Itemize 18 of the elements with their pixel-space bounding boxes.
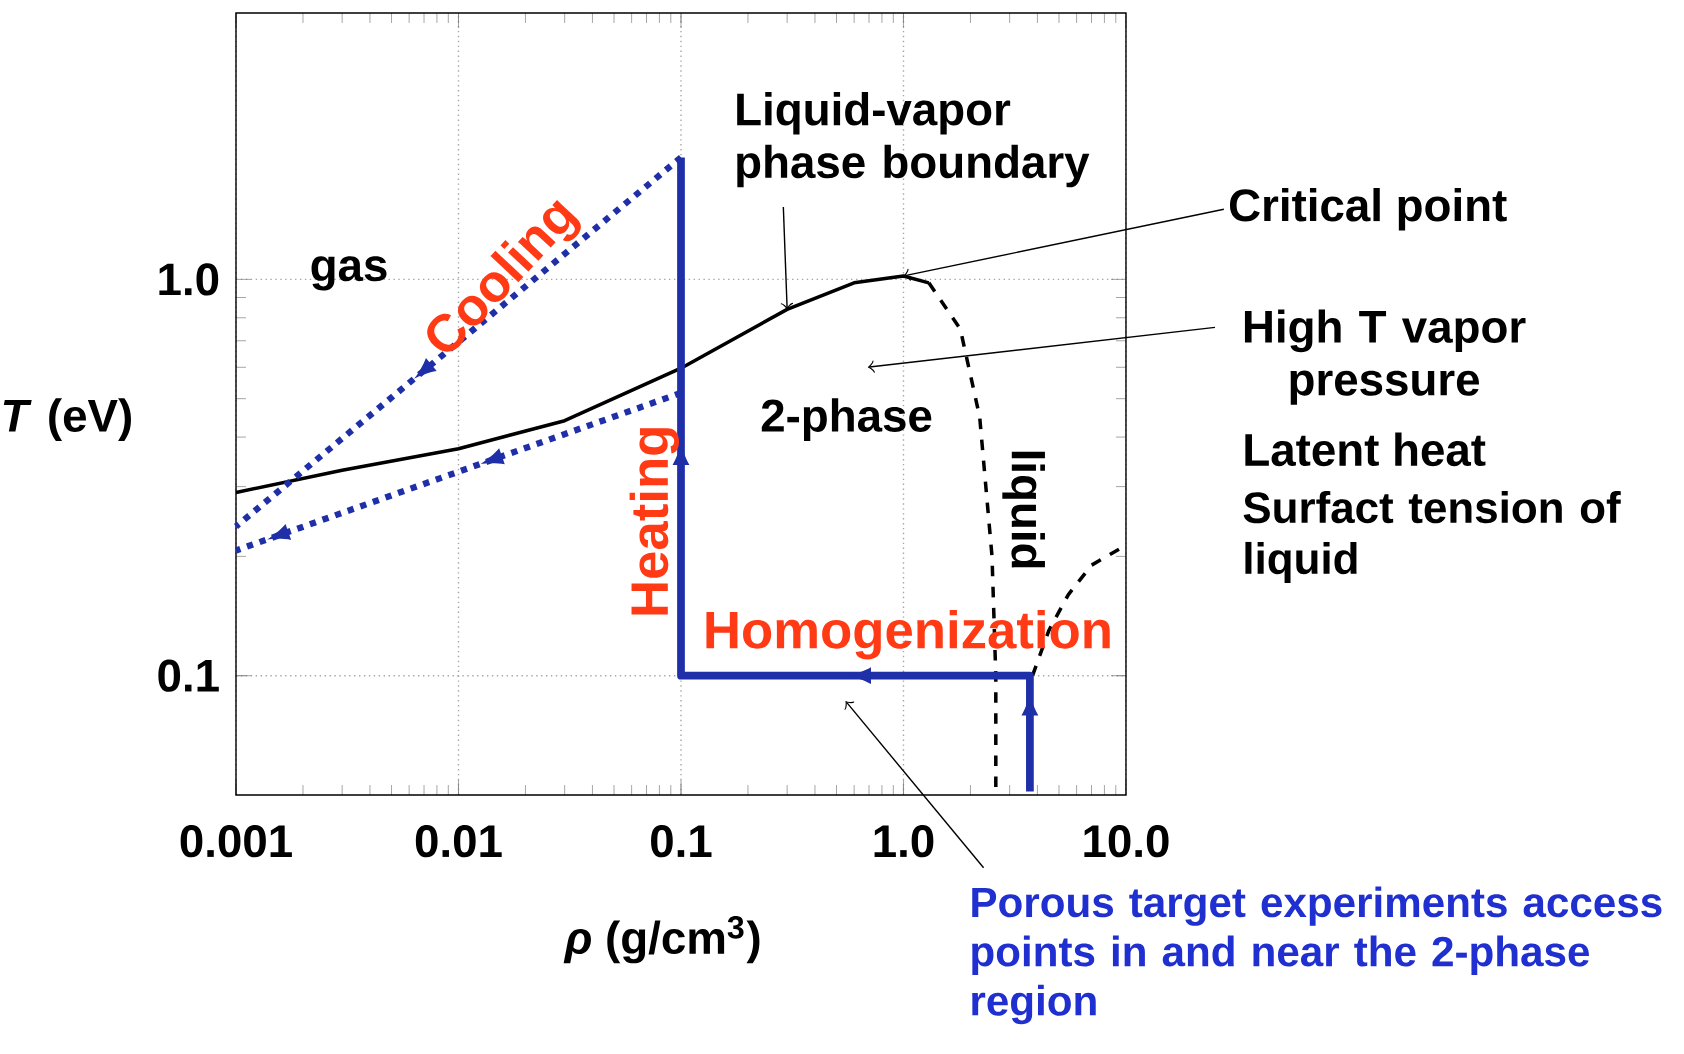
annotation: Homogenization	[706, 610, 1110, 660]
y-axis-title: T (eV)	[3, 398, 131, 441]
annotation: 2-phase	[761, 398, 932, 441]
text: High T vapor pressure	[1244, 309, 1526, 405]
annotation: Critical point	[1229, 187, 1507, 231]
annotation: liquid	[1002, 451, 1045, 568]
x-axis-title: ρ (g/cm$^{3}$)	[563, 916, 760, 964]
x-tick-label: 0.1	[651, 824, 712, 858]
x-tick-label: 10.0	[1084, 824, 1169, 858]
annotation: Liquid-vapor phase boundary	[737, 92, 1090, 188]
x-tick-label: 0.001	[180, 824, 292, 858]
text: Surfact tension of liquid	[1243, 490, 1621, 583]
text: Porous target experiments access points in and near the 2-phase region	[972, 886, 1662, 1025]
text: Latent heat	[1245, 432, 1486, 467]
annotation: Heating	[629, 428, 679, 615]
x-tick-label: 1.0	[874, 824, 934, 858]
annotation: gas	[311, 256, 387, 291]
x-tick-label: 0.01	[415, 824, 502, 858]
